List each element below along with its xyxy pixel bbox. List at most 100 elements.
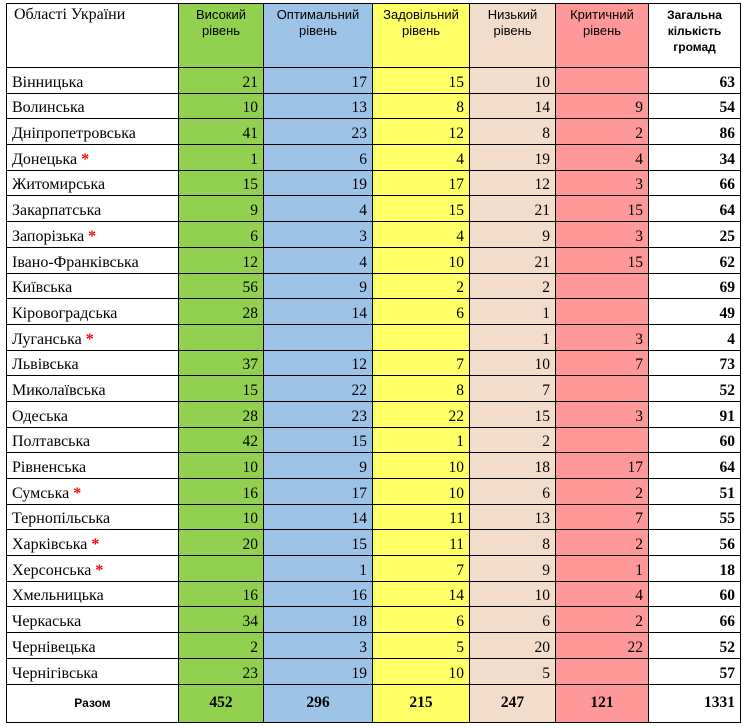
cell-critical: 1 bbox=[555, 555, 649, 582]
cell-optimal: 15 bbox=[263, 529, 373, 557]
cell-critical bbox=[555, 657, 649, 685]
cell-optimal: 14 bbox=[263, 298, 373, 325]
cell-high: 16 bbox=[178, 580, 264, 608]
region-label: Миколаївська bbox=[12, 381, 106, 399]
cell-total: 66 bbox=[648, 169, 741, 197]
region-name: Харківська * bbox=[6, 529, 179, 557]
cell-high: 21 bbox=[178, 67, 264, 94]
cell-low: 7 bbox=[469, 375, 556, 402]
cell-low: 13 bbox=[469, 503, 556, 531]
cell-low: 20 bbox=[469, 632, 556, 659]
cell-low: 21 bbox=[469, 246, 556, 274]
cell-high: 23 bbox=[178, 657, 264, 685]
region-name: Хмельницька bbox=[6, 580, 179, 608]
region-name: Херсонська * bbox=[6, 555, 179, 582]
table-row: Рівненська 10 9 10 18 17 64 bbox=[6, 452, 741, 479]
cell-total: 73 bbox=[648, 349, 741, 377]
cell-high: 20 bbox=[178, 529, 264, 557]
cell-low: 8 bbox=[469, 118, 556, 146]
region-label: Рівненська bbox=[12, 459, 87, 476]
cell-critical: 3 bbox=[555, 221, 649, 248]
cell-high: 15 bbox=[178, 375, 264, 402]
asterisk-mark: * bbox=[73, 484, 82, 502]
table-row: Хмельницька 16 16 14 10 4 60 bbox=[6, 580, 741, 608]
table-row: Одеська 28 23 22 15 3 91 bbox=[6, 400, 741, 428]
cell-critical: 15 bbox=[555, 246, 649, 274]
header-row: Області України Високий рівень Оптимальни… bbox=[6, 3, 741, 68]
table-row: Львівська 37 12 7 10 7 73 bbox=[6, 349, 741, 377]
header-total: Загальна кількість громад bbox=[648, 3, 741, 68]
region-label: Кіровоградська bbox=[12, 304, 118, 322]
table-row: Харківська * 20 15 11 8 2 56 bbox=[6, 529, 741, 557]
cell-low: 2 bbox=[469, 426, 556, 454]
cell-optimal bbox=[263, 323, 373, 351]
cell-critical: 15 bbox=[555, 195, 649, 223]
region-label: Івано-Франківська bbox=[12, 253, 139, 271]
cell-optimal: 15 bbox=[263, 426, 373, 454]
region-label: Львівська bbox=[12, 356, 79, 374]
cell-satisfactory: 11 bbox=[372, 503, 470, 531]
region-name: Волинська bbox=[6, 92, 179, 120]
region-label: Дніпропетровська bbox=[12, 125, 136, 143]
cell-high: 16 bbox=[178, 478, 264, 505]
cell-critical bbox=[555, 375, 649, 402]
cell-high: 6 bbox=[178, 221, 264, 248]
table-row: Черкаська 34 18 6 6 2 66 bbox=[6, 606, 741, 634]
region-label: Черкаська bbox=[12, 613, 82, 631]
cell-low: 8 bbox=[469, 529, 556, 557]
region-name: Запорізька * bbox=[6, 221, 179, 248]
header-region: Області України bbox=[6, 3, 179, 68]
table-body: Вінницька 21 17 15 10 63 Волинська 10 13 8 14 9 54… bbox=[6, 67, 741, 685]
cell-critical: 17 bbox=[555, 452, 649, 479]
cell-total: 18 bbox=[648, 555, 741, 582]
cell-optimal: 17 bbox=[263, 67, 373, 94]
cell-low: 9 bbox=[469, 221, 556, 248]
cell-optimal: 19 bbox=[263, 169, 373, 197]
cell-high: 10 bbox=[178, 92, 264, 120]
cell-optimal: 23 bbox=[263, 400, 373, 428]
table-row: Житомирська 15 19 17 12 3 66 bbox=[6, 169, 741, 197]
cell-low: 19 bbox=[469, 144, 556, 171]
header-low: Низький рівень bbox=[469, 3, 556, 68]
asterisk-mark: * bbox=[85, 330, 94, 348]
cell-total: 25 bbox=[648, 221, 741, 248]
cell-high: 1 bbox=[178, 144, 264, 171]
region-label: Луганська bbox=[12, 330, 82, 348]
cell-total: 69 bbox=[648, 272, 741, 300]
cell-total: 52 bbox=[648, 632, 741, 659]
region-label: Сумська bbox=[12, 484, 70, 502]
cell-total: 4 bbox=[648, 323, 741, 351]
cell-low: 15 bbox=[469, 400, 556, 428]
cell-satisfactory: 2 bbox=[372, 272, 470, 300]
region-label: Житомирська bbox=[12, 176, 106, 194]
cell-total: 49 bbox=[648, 298, 741, 325]
cell-satisfactory: 10 bbox=[372, 452, 470, 479]
region-label: Херсонська bbox=[12, 561, 92, 579]
cell-critical: 4 bbox=[555, 144, 649, 171]
cell-satisfactory: 6 bbox=[372, 298, 470, 325]
cell-total: 52 bbox=[648, 375, 741, 402]
region-name: Львівська bbox=[6, 349, 179, 377]
region-name: Вінницька bbox=[6, 67, 179, 94]
cell-optimal: 23 bbox=[263, 118, 373, 146]
cell-optimal: 17 bbox=[263, 478, 373, 505]
cell-critical: 3 bbox=[555, 400, 649, 428]
cell-low: 1 bbox=[469, 298, 556, 325]
cell-critical bbox=[555, 298, 649, 325]
cell-total: 54 bbox=[648, 92, 741, 120]
cell-total: 60 bbox=[648, 426, 741, 454]
table-row: Волинська 10 13 8 14 9 54 bbox=[6, 92, 741, 120]
region-label: Закарпатська bbox=[12, 202, 102, 220]
cell-optimal: 9 bbox=[263, 452, 373, 479]
region-name: Закарпатська bbox=[6, 195, 179, 223]
asterisk-mark: * bbox=[91, 536, 100, 554]
cell-optimal: 12 bbox=[263, 349, 373, 377]
region-label: Хмельницька bbox=[12, 587, 104, 605]
table-row: Кіровоградська 28 14 6 1 49 bbox=[6, 298, 741, 325]
summary-high: 452 bbox=[178, 683, 264, 723]
region-name: Житомирська bbox=[6, 169, 179, 197]
cell-satisfactory: 10 bbox=[372, 478, 470, 505]
cell-critical bbox=[555, 272, 649, 300]
cell-satisfactory: 6 bbox=[372, 606, 470, 634]
cell-total: 64 bbox=[648, 195, 741, 223]
